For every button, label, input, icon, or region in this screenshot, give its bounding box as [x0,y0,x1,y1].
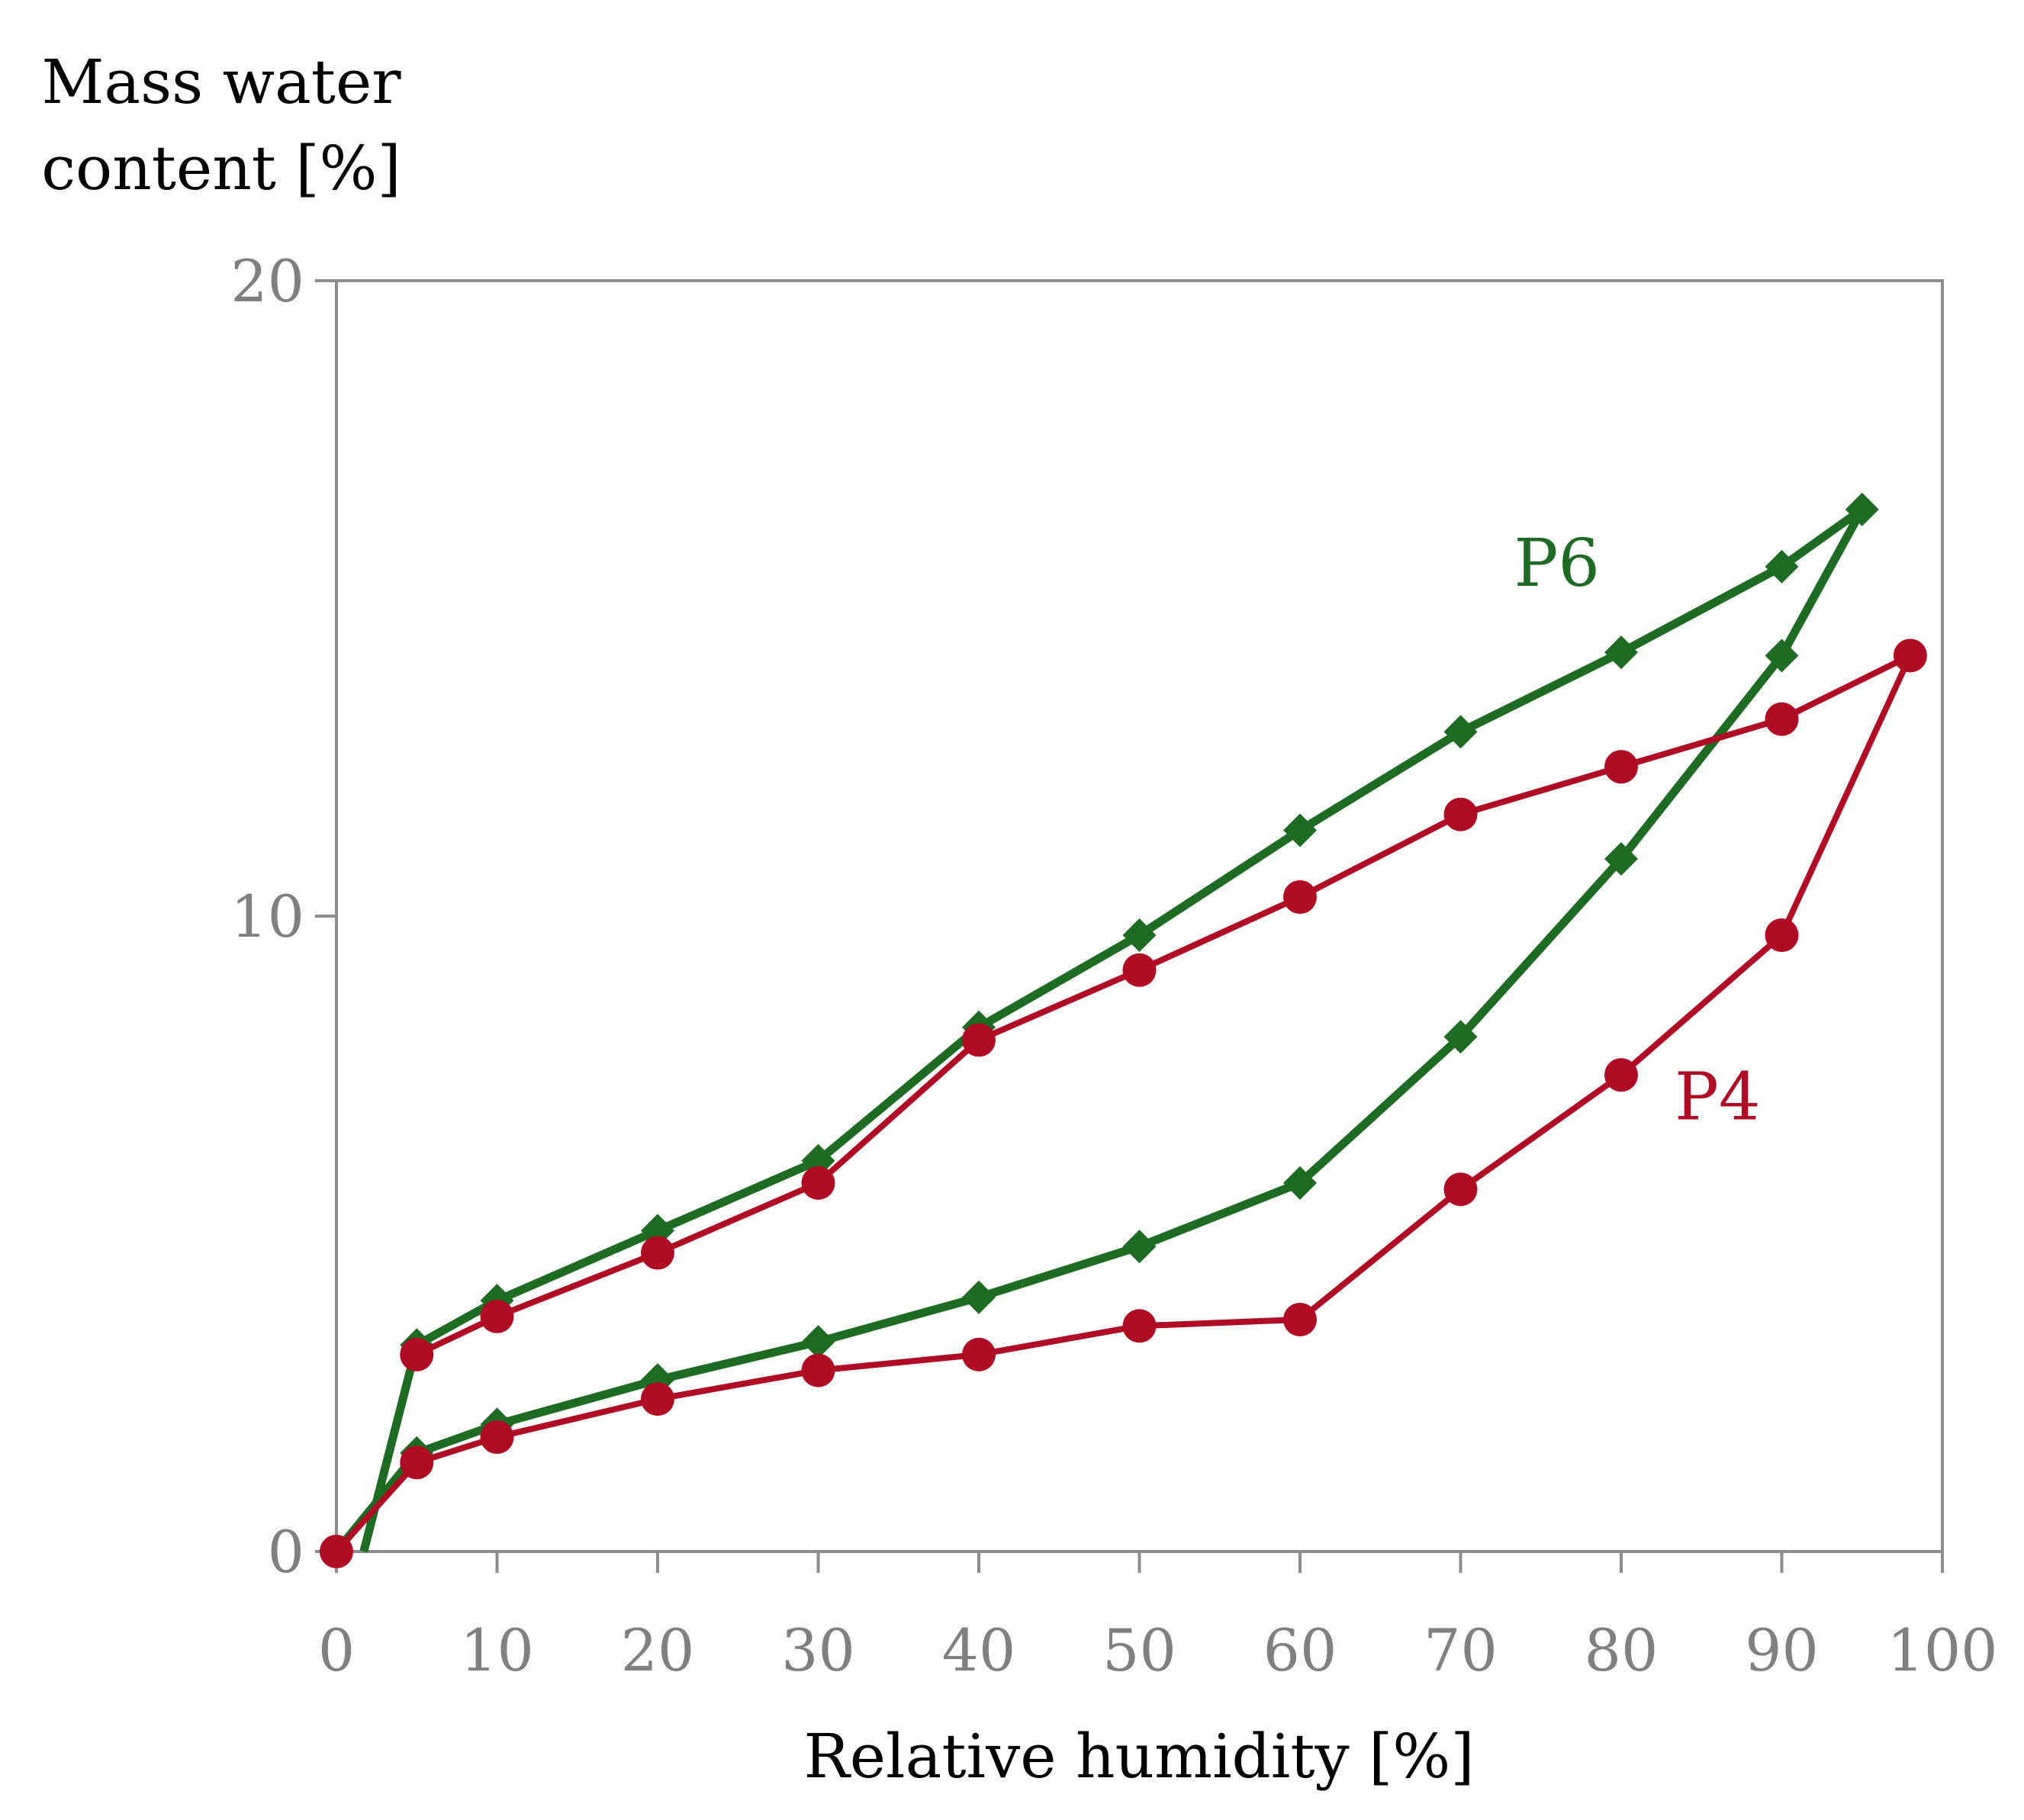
data-point-p4 [641,1382,674,1416]
x-tick-label: 10 [460,1616,534,1684]
x-tick-label: 50 [1102,1616,1176,1684]
series-label-p4: P4 [1675,1060,1761,1136]
data-point-p6 [1443,1020,1478,1054]
data-point-p4 [1443,1172,1478,1207]
y-tick-label: 20 [230,247,304,315]
x-tick-label: 40 [942,1616,1016,1684]
data-point-p4 [962,1023,996,1057]
data-point-p6 [1765,549,1799,584]
data-point-p6 [1443,715,1478,749]
data-point-p6 [1604,635,1638,670]
data-point-p4 [320,1535,353,1568]
x-tick-label: 30 [781,1616,855,1684]
data-point-p4 [1443,797,1478,831]
data-point-p4 [1122,953,1157,987]
data-point-p4 [480,1420,514,1455]
data-point-p4 [1604,1058,1638,1092]
data-point-p4 [801,1166,835,1200]
series-line-p6 [333,505,1867,1555]
data-point-p6 [1845,492,1879,526]
series-label-p6: P6 [1514,526,1601,602]
data-point-p4 [1893,638,1927,673]
data-point-p4 [480,1299,514,1333]
series-p6: P6 [320,492,1879,1568]
series-p4: P4 [320,638,1927,1568]
data-point-p4 [1765,702,1799,736]
data-point-p4 [400,1445,434,1480]
plot-area [335,279,1944,1553]
x-axis-title: Relative humidity [%] [803,1721,1474,1792]
data-point-p4 [1765,918,1799,952]
data-point-p6 [1283,1166,1317,1200]
y-axis: 0 10 20 [230,247,336,1586]
data-point-p6 [1122,918,1157,952]
data-point-p6 [1604,842,1638,876]
y-axis-title-line-1: Mass water [41,47,401,117]
y-axis-title-line-2: content [%] [41,133,401,204]
data-point-p6 [962,1280,996,1314]
data-point-p6 [1765,638,1799,673]
data-point-p4 [1604,750,1638,784]
data-point-p4 [1283,880,1317,915]
data-point-p6 [801,1325,835,1359]
series-line-p4 [334,652,1913,1554]
data-point-p4 [801,1353,835,1388]
x-tick-label: 80 [1585,1616,1659,1684]
x-tick-label: 100 [1887,1616,1997,1684]
x-tick-label: 20 [621,1616,695,1684]
y-tick-label: 0 [268,1518,304,1586]
x-axis: 0 10 20 30 40 50 60 70 80 90 100 [318,1552,1998,1684]
x-tick-label: 0 [318,1616,355,1684]
data-point-p6 [1122,1230,1157,1264]
x-tick-label: 60 [1263,1616,1337,1684]
x-tick-label: 70 [1424,1616,1498,1684]
y-tick-label: 10 [230,883,304,950]
series-layer: P6 P4 [320,492,1927,1568]
data-point-p4 [641,1236,674,1270]
data-point-p4 [962,1337,996,1371]
data-point-p4 [400,1337,434,1371]
data-point-p4 [1283,1302,1317,1336]
data-point-p4 [1122,1309,1157,1343]
data-point-p6 [1283,813,1317,847]
x-tick-label: 90 [1745,1616,1819,1684]
